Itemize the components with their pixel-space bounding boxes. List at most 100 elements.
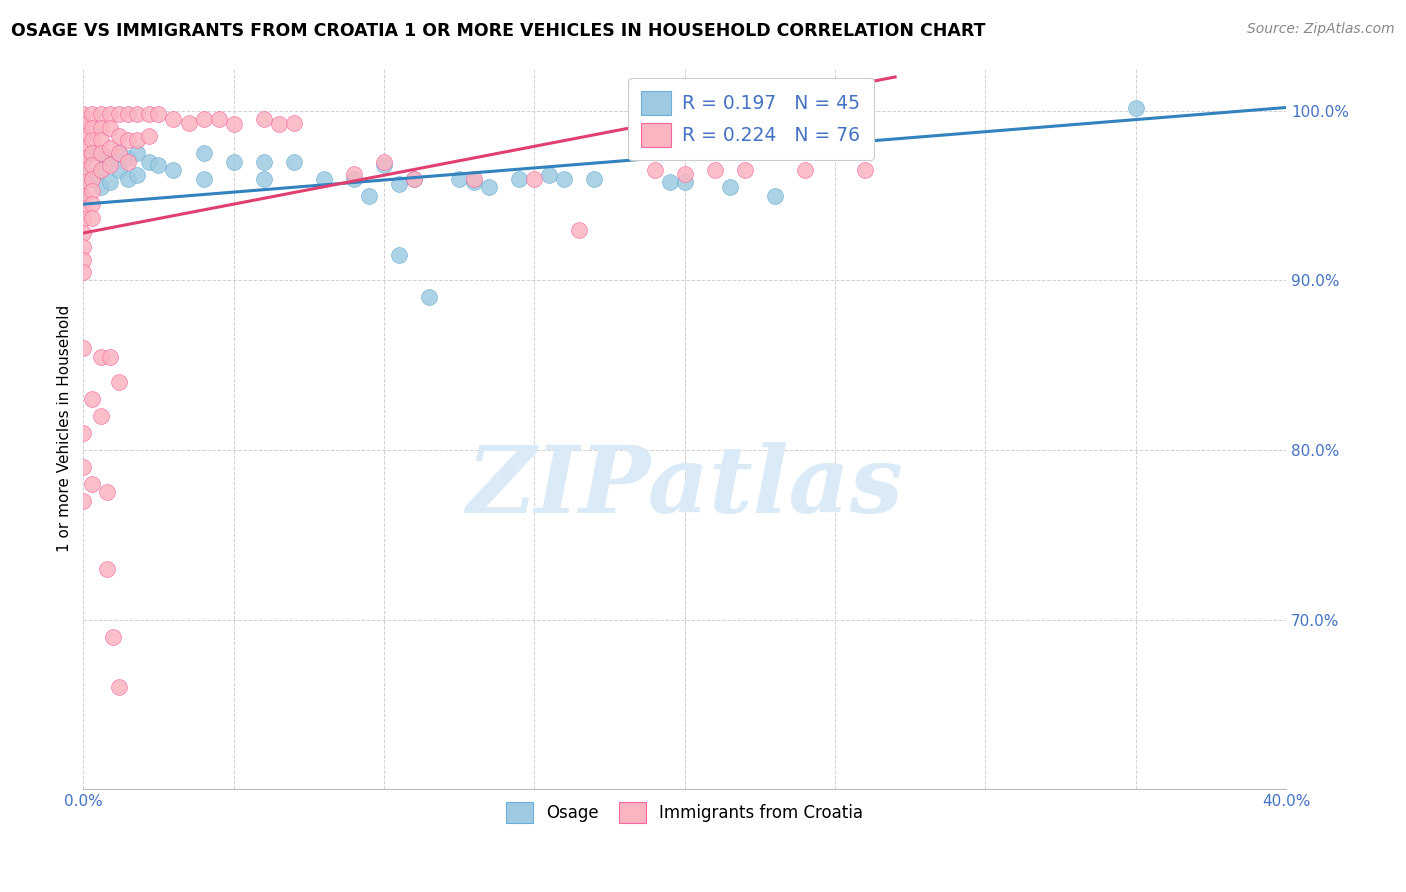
Point xyxy=(82,392,104,407)
Point xyxy=(90,163,112,178)
Point xyxy=(82,146,104,161)
Point xyxy=(90,146,112,161)
Point xyxy=(673,175,696,189)
Point xyxy=(538,169,561,183)
Point xyxy=(72,226,94,240)
Point xyxy=(98,175,121,189)
Point xyxy=(138,107,160,121)
Point xyxy=(703,163,725,178)
Point xyxy=(523,171,546,186)
Point xyxy=(108,146,131,161)
Point xyxy=(72,188,94,202)
Point xyxy=(82,107,104,121)
Point xyxy=(72,265,94,279)
Point xyxy=(478,180,501,194)
Y-axis label: 1 or more Vehicles in Household: 1 or more Vehicles in Household xyxy=(58,305,72,552)
Point xyxy=(72,494,94,508)
Point xyxy=(108,129,131,144)
Point xyxy=(283,154,305,169)
Point xyxy=(98,158,121,172)
Point xyxy=(82,120,104,135)
Point xyxy=(72,341,94,355)
Point xyxy=(72,163,94,178)
Point xyxy=(343,171,366,186)
Text: OSAGE VS IMMIGRANTS FROM CROATIA 1 OR MORE VEHICLES IN HOUSEHOLD CORRELATION CHA: OSAGE VS IMMIGRANTS FROM CROATIA 1 OR MO… xyxy=(11,22,986,40)
Point xyxy=(127,146,149,161)
Point xyxy=(388,248,411,262)
Point xyxy=(793,163,815,178)
Point xyxy=(82,158,104,172)
Point xyxy=(108,681,131,695)
Point xyxy=(72,460,94,475)
Point xyxy=(253,112,276,127)
Point xyxy=(162,112,184,127)
Point xyxy=(72,426,94,441)
Point xyxy=(72,188,94,202)
Point xyxy=(72,212,94,227)
Point xyxy=(583,171,606,186)
Point xyxy=(72,129,94,144)
Point xyxy=(763,188,786,202)
Point xyxy=(193,171,215,186)
Point xyxy=(673,167,696,181)
Point xyxy=(222,118,245,132)
Point xyxy=(734,163,756,178)
Point xyxy=(568,222,591,236)
Point xyxy=(117,171,139,186)
Point xyxy=(127,169,149,183)
Point xyxy=(148,107,170,121)
Point xyxy=(117,152,139,166)
Point xyxy=(90,350,112,364)
Point xyxy=(103,630,125,644)
Point xyxy=(98,350,121,364)
Point xyxy=(98,141,121,155)
Point xyxy=(90,409,112,424)
Text: Source: ZipAtlas.com: Source: ZipAtlas.com xyxy=(1247,22,1395,37)
Point xyxy=(72,171,94,186)
Point xyxy=(853,163,876,178)
Point xyxy=(418,290,440,304)
Point xyxy=(82,171,104,186)
Point xyxy=(644,163,666,178)
Point xyxy=(90,120,112,135)
Point xyxy=(90,146,112,161)
Point xyxy=(82,184,104,198)
Point xyxy=(373,158,395,172)
Point xyxy=(127,107,149,121)
Point xyxy=(343,167,366,181)
Point xyxy=(117,133,139,147)
Point xyxy=(127,133,149,147)
Point xyxy=(253,154,276,169)
Point xyxy=(283,116,305,130)
Point xyxy=(193,146,215,161)
Point xyxy=(449,171,471,186)
Point xyxy=(138,154,160,169)
Point xyxy=(312,171,335,186)
Point xyxy=(72,141,94,155)
Point xyxy=(402,171,425,186)
Point xyxy=(148,158,170,172)
Point xyxy=(1125,101,1147,115)
Point xyxy=(72,107,94,121)
Point xyxy=(72,154,94,169)
Point xyxy=(117,107,139,121)
Point xyxy=(82,133,104,147)
Point xyxy=(658,175,681,189)
Point xyxy=(463,175,485,189)
Point xyxy=(90,180,112,194)
Point xyxy=(108,146,131,161)
Point xyxy=(508,171,530,186)
Point xyxy=(82,477,104,491)
Point xyxy=(82,197,104,211)
Point xyxy=(207,112,229,127)
Point xyxy=(96,485,118,500)
Point xyxy=(72,253,94,268)
Point xyxy=(193,112,215,127)
Point xyxy=(388,177,411,191)
Point xyxy=(82,211,104,225)
Point xyxy=(108,376,131,390)
Point xyxy=(90,107,112,121)
Point xyxy=(373,154,395,169)
Point xyxy=(72,239,94,253)
Point xyxy=(98,120,121,135)
